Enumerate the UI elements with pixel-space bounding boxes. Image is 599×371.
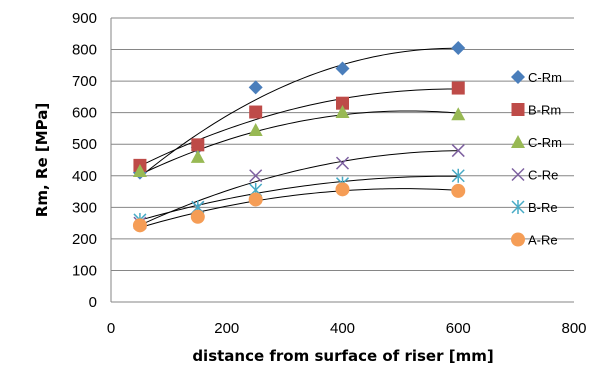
y-tick-label: 700 xyxy=(72,73,97,90)
legend-label: B-Rm xyxy=(528,103,561,118)
data-point xyxy=(335,105,350,119)
x-tick-label: 200 xyxy=(214,320,239,337)
y-tick-label: 300 xyxy=(72,199,97,216)
data-point xyxy=(190,149,205,163)
data-point xyxy=(451,144,465,158)
data-point xyxy=(451,168,465,183)
legend-label: A-Re xyxy=(528,233,558,248)
data-point xyxy=(451,81,465,95)
data-point xyxy=(511,70,525,84)
legend-item: B-Re xyxy=(511,200,558,215)
trendline xyxy=(139,150,459,226)
legend-item: B-Rm xyxy=(511,103,561,118)
data-point xyxy=(248,123,263,137)
y-tick-label: 500 xyxy=(72,136,97,153)
data-point xyxy=(132,218,147,233)
y-tick-label: 0 xyxy=(89,294,97,311)
y-tick-label: 600 xyxy=(72,105,97,122)
gridlines xyxy=(111,17,574,271)
legend-label: C-Rm xyxy=(528,135,562,150)
y-tick-label: 100 xyxy=(72,262,97,279)
x-tick-label: 0 xyxy=(107,320,115,337)
data-point xyxy=(249,105,263,119)
data-point xyxy=(335,182,350,197)
y-tick-label: 400 xyxy=(72,168,97,185)
data-point xyxy=(511,232,525,247)
legend-label: C-Re xyxy=(528,168,558,183)
x-tick-label: 800 xyxy=(561,320,586,337)
x-tick-labels: 0 200 400 600 800 xyxy=(107,320,587,337)
legend-item: C-Rm xyxy=(511,135,562,150)
x-tick-label: 600 xyxy=(446,320,471,337)
data-point xyxy=(511,200,525,214)
y-tick-label: 200 xyxy=(72,231,97,248)
data-point xyxy=(451,40,466,55)
trendline xyxy=(139,175,459,221)
legend: C-Rm B-Rm C-Rm C-Re B-Re A-Re xyxy=(511,70,562,248)
data-point xyxy=(451,107,466,121)
data-point xyxy=(451,183,466,198)
data-point xyxy=(249,169,263,183)
legend-label: B-Re xyxy=(528,200,558,215)
trendline xyxy=(139,47,459,178)
legend-item: C-Rm xyxy=(511,70,562,85)
axes xyxy=(110,18,574,303)
data-point xyxy=(248,80,263,95)
data-point xyxy=(190,209,205,224)
data-point xyxy=(335,156,350,170)
trendline xyxy=(139,110,459,176)
data-point xyxy=(336,96,349,110)
data-markers xyxy=(132,40,466,233)
data-point xyxy=(335,61,350,76)
data-point xyxy=(132,164,147,178)
y-tick-label: 800 xyxy=(72,42,97,59)
data-point xyxy=(248,192,263,207)
data-point xyxy=(511,135,525,148)
data-point xyxy=(511,167,525,182)
legend-item: A-Re xyxy=(511,232,558,248)
legend-item: C-Re xyxy=(511,167,558,183)
y-axis-title: Rm, Re [MPa] xyxy=(33,103,51,217)
x-axis-title: distance from surface of riser [mm] xyxy=(192,347,493,365)
data-point xyxy=(191,138,205,152)
trendlines xyxy=(139,47,459,229)
data-point xyxy=(511,103,525,116)
x-tick-label: 400 xyxy=(330,320,355,337)
y-tick-labels: 0 100 200 300 400 500 600 700 800 900 xyxy=(72,10,97,311)
y-tick-label: 900 xyxy=(72,10,97,27)
legend-label: C-Rm xyxy=(528,70,562,85)
